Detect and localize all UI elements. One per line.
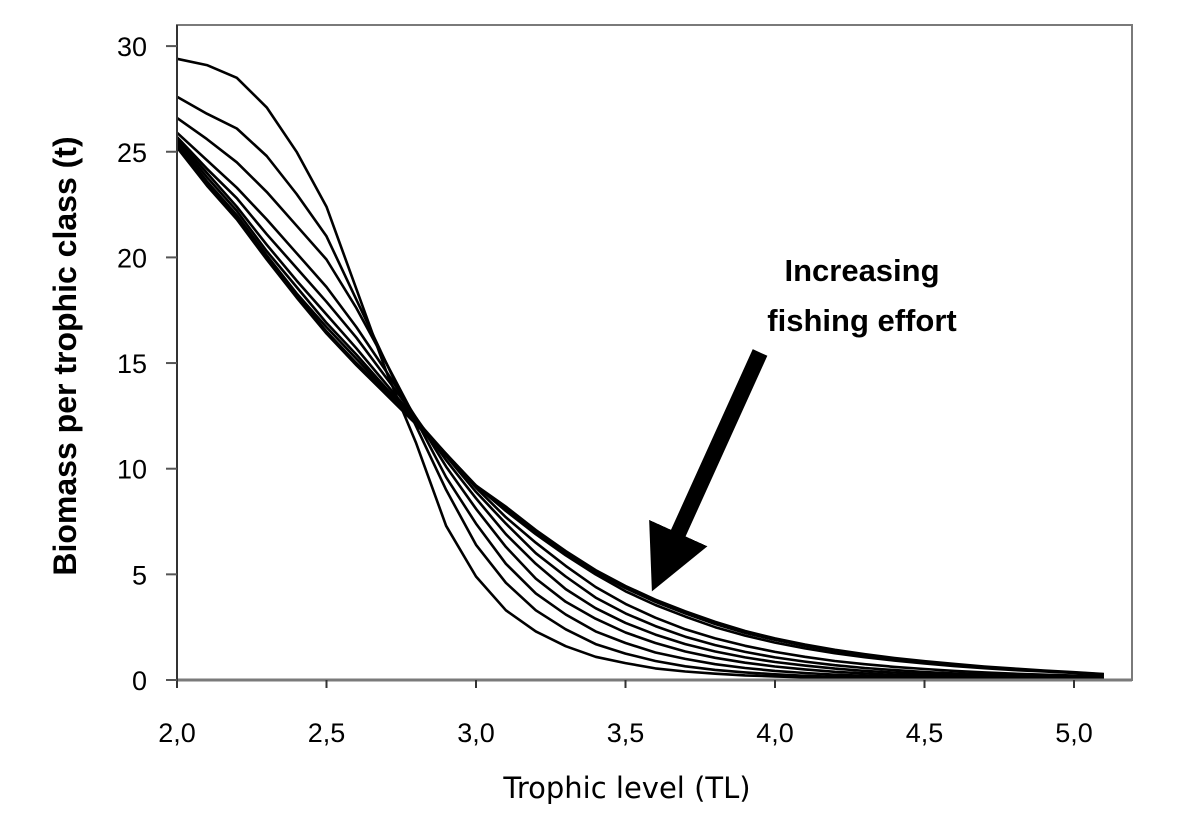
x-ticks: 2,0 2,5 3,0 3,5 4,0 4,5 5,0 [158,680,1093,748]
y-axis-label: Biomass per trophic class (t) [47,136,83,575]
x-tick-label: 5,0 [1055,718,1093,748]
x-tick-label: 4,5 [906,718,944,748]
series-layer [175,57,1104,681]
y-tick-label: 10 [117,455,147,485]
annotation-line-1: Increasing [784,253,939,288]
y-tick-label: 25 [117,138,147,168]
annotation-line-2: fishing effort [767,303,956,338]
x-axis-label: Trophic level (TL) [502,771,750,805]
x-tick-label: 4,0 [756,718,794,748]
series-line-5 [176,136,1104,680]
x-tick-label: 2,5 [308,718,346,748]
y-tick-label: 30 [117,32,147,62]
y-ticks: 0 5 10 15 20 25 30 [117,32,177,696]
y-tick-label: 15 [117,349,147,379]
y-tick-label: 20 [117,243,147,273]
annotation: Increasing fishing effort [649,253,957,592]
x-tick-label: 2,0 [158,718,196,748]
series-line-10 [175,146,1104,676]
x-tick-label: 3,5 [607,718,645,748]
plot-area [176,24,1133,681]
annotation-arrow [649,349,768,592]
x-tick-label: 3,0 [457,718,495,748]
y-tick-label: 5 [132,560,147,590]
series-line-7 [176,140,1104,678]
series-line-4 [176,131,1104,681]
series-line-6 [176,138,1104,679]
series-line-8 [175,142,1104,676]
y-tick-label: 0 [132,666,147,696]
